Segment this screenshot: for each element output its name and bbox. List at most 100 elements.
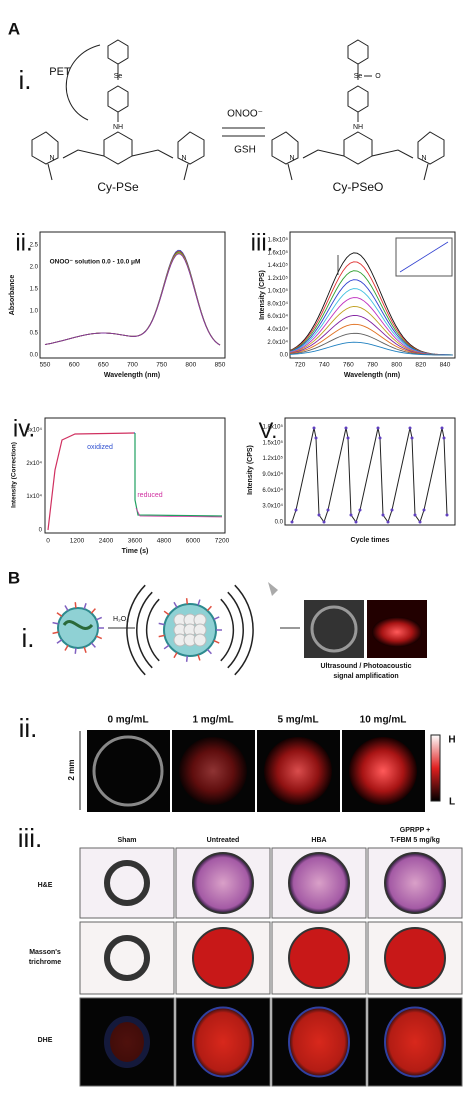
- y-tick-label: 1.0x10⁵: [267, 288, 288, 295]
- x-tick-label: 720: [295, 362, 306, 369]
- label: B: [8, 568, 20, 587]
- label: Time (s): [122, 548, 149, 555]
- ligand: [163, 644, 170, 650]
- y-tick-label: 1.6x10⁵: [267, 249, 288, 256]
- label: 2 mm: [67, 760, 76, 781]
- label: iii.: [18, 823, 43, 853]
- wave: [220, 598, 235, 662]
- ring: [417, 131, 445, 165]
- plot-frame: [44, 417, 226, 534]
- point: [376, 426, 380, 430]
- point: [290, 520, 294, 524]
- label: Intensity (CPS): [259, 270, 266, 320]
- ligand: [90, 608, 96, 614]
- y-tick-label: 2x10⁴: [26, 460, 42, 467]
- point: [408, 426, 412, 430]
- label: Se: [354, 73, 363, 80]
- ring: [271, 131, 299, 165]
- x-tick-label: 780: [367, 362, 378, 369]
- label: O: [375, 73, 381, 80]
- ligand: [90, 642, 96, 648]
- label: DHE: [38, 1037, 53, 1044]
- label: GPRPP +: [400, 827, 430, 834]
- x-tick-label: 740: [319, 362, 330, 369]
- ligand: [163, 610, 170, 616]
- wave: [126, 584, 146, 676]
- tissue: [192, 852, 254, 914]
- y-tick-label: 1.8x10⁵: [262, 424, 283, 431]
- point: [422, 508, 426, 512]
- label: 5 mg/mL: [277, 715, 318, 726]
- curve: [47, 432, 135, 531]
- label: 0 mg/mL: [107, 715, 148, 726]
- curve: [289, 341, 453, 356]
- y-tick-label: 2.0x10⁴: [267, 339, 288, 346]
- label: Absorbance: [9, 275, 16, 316]
- x-tick-label: 0: [46, 538, 50, 545]
- tissue: [104, 860, 150, 906]
- x-tick-label: 650: [98, 362, 109, 369]
- label: i.: [19, 65, 32, 95]
- point: [440, 426, 444, 430]
- ligand: [197, 654, 201, 661]
- point: [349, 513, 353, 517]
- label: iv.: [13, 415, 35, 442]
- us-image: [304, 600, 364, 658]
- ligand: [64, 605, 69, 612]
- x-tick-label: 800: [391, 362, 402, 369]
- point: [418, 520, 422, 524]
- y-tick-label: 1.0: [30, 309, 39, 315]
- pa-signal: [372, 617, 422, 647]
- point: [390, 508, 394, 512]
- y-tick-label: 1.4x10⁵: [267, 262, 288, 269]
- x-tick-label: 850: [215, 362, 226, 369]
- label: Untreated: [207, 837, 240, 844]
- label: Ultrasound / Photoacoustic: [320, 663, 411, 670]
- label: reduced: [137, 492, 162, 499]
- wave: [145, 598, 160, 662]
- point: [322, 520, 326, 524]
- signal: [349, 737, 417, 805]
- ligand: [213, 616, 220, 621]
- x-tick-label: 760: [343, 362, 354, 369]
- curve: [62, 149, 105, 159]
- histology-image: [79, 847, 175, 919]
- label: ONOO⁻: [227, 109, 263, 120]
- label: Se: [114, 73, 123, 80]
- curve: [134, 433, 223, 517]
- point: [358, 508, 362, 512]
- curve: [371, 149, 414, 159]
- point: [354, 520, 358, 524]
- plot-frame: [39, 231, 226, 359]
- content: Ai. PET Se NH N N Se O NH N N ONOO⁻ GSH Cy-PSe Cy-PSeO…: [8, 19, 463, 1087]
- y-tick-label: 0.0: [280, 353, 289, 359]
- y-tick-label: 1.5: [30, 287, 39, 293]
- curve: [287, 163, 293, 181]
- label: ii.: [19, 713, 38, 743]
- y-tick-label: 0.5: [30, 331, 39, 337]
- point: [326, 508, 330, 512]
- curve: [47, 163, 53, 181]
- label: HBA: [311, 837, 326, 844]
- wave: [136, 591, 153, 669]
- ligand: [173, 601, 178, 608]
- tissue: [288, 1006, 350, 1078]
- label: NH: [113, 124, 123, 131]
- x-tick-label: 3600: [128, 538, 143, 545]
- label: H₂O₂: [113, 616, 129, 623]
- signal: [92, 735, 164, 807]
- y-tick-label: 1.8x10⁵: [267, 237, 288, 244]
- label: ii.: [15, 229, 32, 256]
- tissue: [104, 1016, 150, 1068]
- ring: [107, 39, 129, 65]
- label: Wavelength (nm): [104, 372, 160, 379]
- point: [378, 436, 382, 440]
- curve: [423, 163, 429, 181]
- label: 1 mg/mL: [192, 715, 233, 726]
- label: Intensity (Correction): [11, 442, 18, 508]
- plot-frame: [289, 231, 456, 359]
- label: signal amplification: [333, 673, 398, 680]
- label: H: [448, 735, 455, 746]
- ligand: [206, 605, 212, 612]
- y-tick-label: 1.2x10⁵: [267, 275, 288, 282]
